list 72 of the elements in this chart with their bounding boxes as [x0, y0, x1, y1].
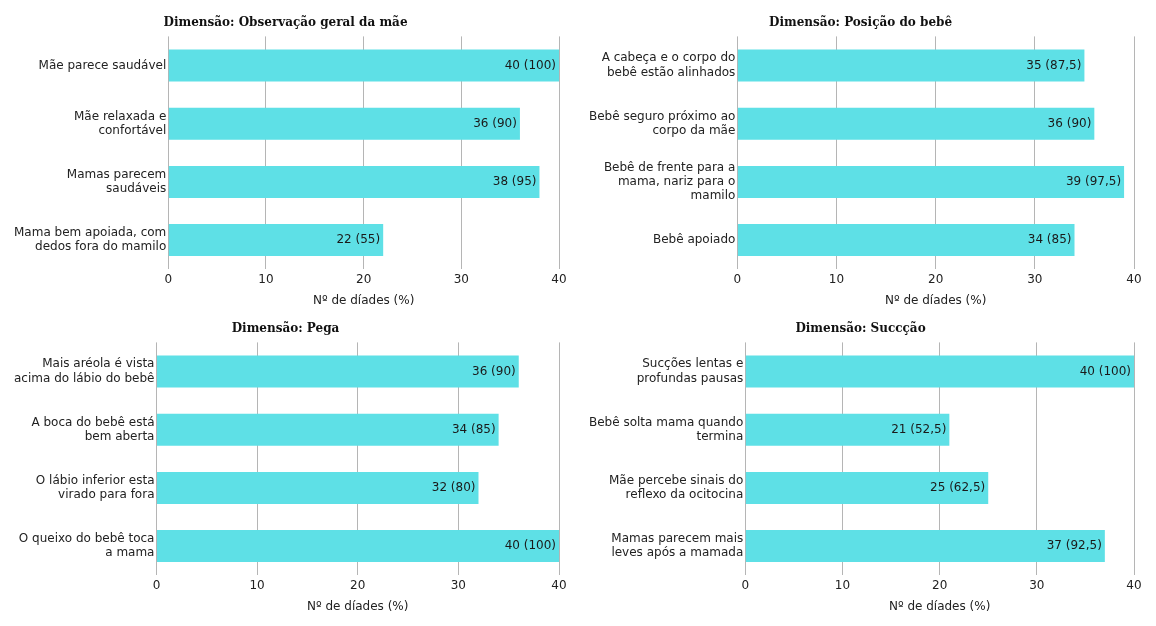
data-label: 38 (95): [492, 174, 537, 189]
bar: [168, 224, 384, 257]
bar: [168, 49, 559, 82]
data-label: 22 (55): [336, 232, 381, 247]
x-tick-label: 20: [928, 271, 944, 286]
data-label: 40 (100): [1079, 363, 1131, 378]
x-axis-title: Nº de díades (%): [312, 292, 415, 307]
data-label: 34 (85): [451, 421, 496, 436]
x-axis-title: Nº de díades (%): [888, 598, 991, 613]
x-tick-label: 10: [258, 271, 274, 286]
data-label: 34 (85): [1027, 232, 1072, 247]
x-tick-label: 10: [828, 271, 845, 286]
data-label: 40 (100): [504, 538, 556, 553]
y-tick-label: Mãe percebe sinais do reflexo da ocitocina: [608, 472, 744, 502]
chart-title: Dimensão: Succção: [795, 321, 926, 336]
bar: [168, 165, 540, 198]
y-tick-label: Mãe parece saudável: [38, 57, 167, 72]
bar: [168, 107, 520, 140]
y-tick-label: Mamas parecem saudáveis: [66, 166, 167, 196]
bar: [156, 413, 499, 446]
y-tick-label: Bebê de frente para a mama, nariz para o mamilo: [603, 159, 736, 203]
x-axis-title: Nº de díades (%): [884, 292, 987, 307]
x-tick-label: 0: [164, 271, 173, 286]
data-label: 36 (90): [472, 363, 516, 378]
x-tick-label: 10: [249, 577, 265, 592]
x-tick-label: 0: [733, 271, 742, 286]
x-tick-label: 30: [1029, 577, 1045, 592]
x-tick-label: 40: [551, 577, 567, 592]
data-label: 40 (100): [504, 57, 556, 72]
bar: [156, 355, 519, 388]
x-tick-label: 20: [356, 271, 372, 286]
y-tick-label: Bebê solta mama quando termina: [588, 414, 744, 444]
y-tick-label: Bebê seguro próximo ao corpo da mãe: [588, 108, 736, 138]
y-tick-label: O lábio inferior esta virado para fora: [35, 472, 155, 502]
y-tick-label: Mamas parecem mais leves após a mamada: [611, 531, 744, 560]
bar: [745, 471, 989, 504]
data-label: 21 (52,5): [891, 421, 947, 436]
x-tick-label: 0: [152, 577, 161, 592]
x-tick-label: 40: [1126, 577, 1142, 592]
y-tick-label: Mais aréola é vista acima do lábio do bebê: [14, 356, 155, 385]
x-tick-label: 10: [834, 577, 851, 592]
y-tick-label: Bebê apoiado: [652, 232, 736, 247]
bar: [745, 413, 950, 446]
data-label: 37 (92,5): [1046, 538, 1102, 553]
data-label: 32 (80): [431, 480, 476, 495]
y-tick-label: O queixo do bebê toca a mama: [18, 531, 155, 560]
bar: [745, 530, 1105, 563]
data-label: 36 (90): [473, 115, 517, 130]
x-tick-label: 40: [551, 271, 567, 286]
x-tick-label: 20: [350, 577, 366, 592]
y-tick-label: Mama bem apoiada, com dedos fora do mamilo: [14, 225, 167, 254]
x-tick-label: 30: [453, 271, 469, 286]
bar: [156, 530, 559, 563]
x-tick-label: 20: [932, 577, 948, 592]
data-label: 25 (62,5): [930, 480, 986, 495]
x-tick-label: 30: [1027, 271, 1043, 286]
bar: [745, 355, 1134, 388]
y-tick-label: Mãe relaxada e confortável: [74, 108, 167, 138]
chart-title: Dimensão: Posição do bebê: [768, 15, 953, 30]
x-tick-label: 0: [741, 577, 750, 592]
y-tick-label: Sucções lentas e profundas pausas: [636, 356, 744, 385]
chart-title: Dimensão: Observação geral da mãe: [163, 15, 408, 30]
data-label: 39 (97,5): [1065, 174, 1122, 189]
x-axis-title: Nº de díades (%): [307, 598, 409, 613]
data-label: 36 (90): [1047, 115, 1092, 130]
bar: [156, 471, 479, 504]
data-label: 35 (87,5): [1026, 57, 1082, 72]
x-tick-label: 40: [1126, 271, 1142, 286]
y-tick-label: A cabeça e o corpo do bebê estão alinhados: [601, 50, 736, 79]
x-tick-label: 30: [450, 577, 467, 592]
chart-title: Dimensão: Pega: [231, 321, 340, 336]
y-tick-label: A boca do bebê está bem aberta: [31, 414, 155, 444]
